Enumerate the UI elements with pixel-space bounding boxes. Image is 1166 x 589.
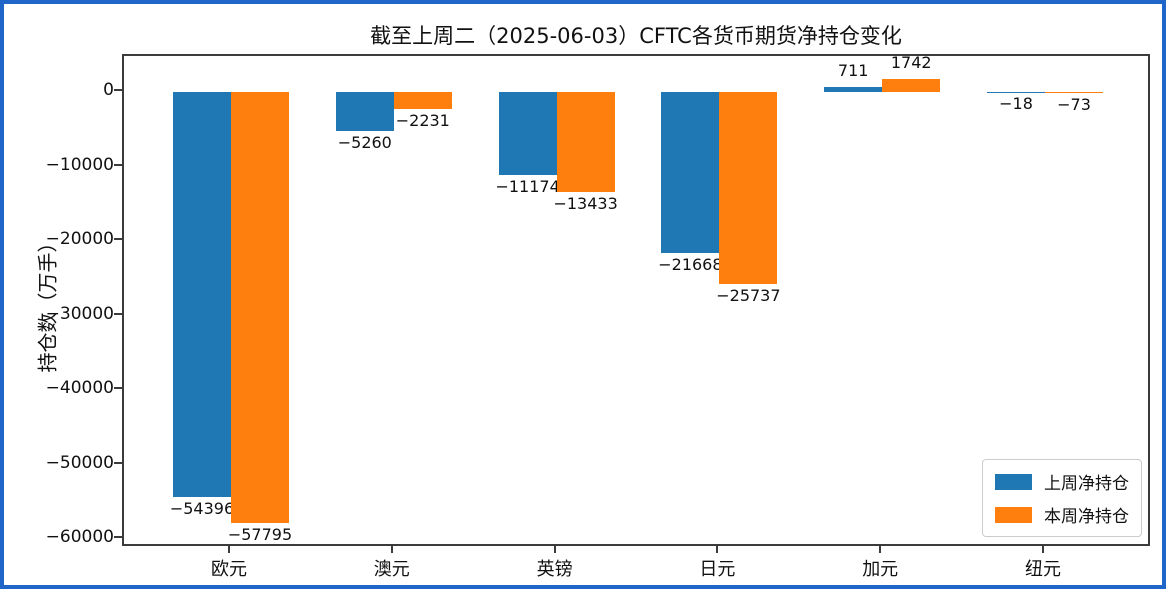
y-tick-mark bbox=[114, 163, 122, 166]
y-tick-mark bbox=[114, 387, 122, 390]
bar-value-label: −73 bbox=[1057, 94, 1091, 114]
bar-value-label: −13433 bbox=[553, 194, 618, 214]
legend-label: 上周净持仓 bbox=[1044, 474, 1129, 494]
y-tick-label: −30000 bbox=[45, 303, 114, 324]
x-tick-mark bbox=[390, 546, 393, 553]
bar-value-label: −18 bbox=[999, 94, 1033, 114]
x-tick-mark bbox=[553, 546, 556, 553]
bar-value-label: −21668 bbox=[658, 255, 723, 275]
legend-swatch-icon bbox=[995, 506, 1032, 523]
x-tick-label-澳元: 澳元 bbox=[373, 559, 410, 580]
y-tick-mark bbox=[114, 536, 122, 539]
bar-value-label: −5260 bbox=[337, 133, 392, 153]
bar-上周净持仓-英镑 bbox=[498, 91, 557, 176]
bar-上周净持仓-加元 bbox=[824, 86, 883, 92]
y-tick-label: −40000 bbox=[45, 378, 114, 399]
y-tick-mark bbox=[114, 88, 122, 91]
plot-area: 上周净持仓本周净持仓 −54396 −5260 −11174 −21668 711 −18… bbox=[122, 53, 1150, 546]
bar-value-label: −11174 bbox=[495, 177, 560, 197]
x-tick-mark bbox=[228, 546, 230, 553]
bar-本周净持仓-加元 bbox=[882, 79, 941, 92]
y-tick-mark bbox=[114, 238, 122, 240]
legend-label: 本周净持仓 bbox=[1044, 507, 1129, 527]
bar-value-label: −54396 bbox=[169, 499, 235, 519]
x-tick-label-加元: 加元 bbox=[862, 559, 899, 580]
y-tick-label: −50000 bbox=[45, 452, 114, 473]
x-tick-mark bbox=[879, 546, 882, 553]
bar-本周净持仓-澳元 bbox=[393, 91, 452, 109]
legend: 上周净持仓本周净持仓 bbox=[982, 459, 1142, 537]
x-tick-label-英镑: 英镑 bbox=[536, 559, 573, 580]
legend-swatch-icon bbox=[995, 473, 1032, 490]
bar-上周净持仓-欧元 bbox=[173, 91, 231, 498]
bar-本周净持仓-英镑 bbox=[556, 91, 615, 193]
bar-本周净持仓-纽元 bbox=[1045, 91, 1103, 93]
legend-item: 上周净持仓 bbox=[995, 469, 1129, 494]
y-tick-mark bbox=[114, 312, 122, 315]
x-tick-mark bbox=[716, 546, 719, 553]
y-tick-label: −60000 bbox=[45, 527, 114, 548]
x-tick-mark bbox=[1042, 546, 1044, 553]
x-tick-label-欧元: 欧元 bbox=[211, 559, 247, 580]
y-tick-label: −10000 bbox=[45, 154, 114, 175]
y-tick-label: 0 bbox=[103, 79, 114, 100]
bar-本周净持仓-日元 bbox=[719, 91, 778, 284]
bar-value-label: 711 bbox=[837, 60, 869, 80]
legend-item: 本周净持仓 bbox=[995, 502, 1129, 527]
bar-value-label: −57795 bbox=[227, 524, 293, 544]
x-tick-label-日元: 日元 bbox=[699, 559, 736, 580]
bar-value-label: 1742 bbox=[890, 53, 932, 73]
bar-本周净持仓-欧元 bbox=[231, 91, 289, 523]
bar-value-label: −2231 bbox=[395, 110, 450, 130]
chart-title: 截至上周二（2025-06-03）CFTC各货币期货净持仓变化 bbox=[370, 24, 902, 48]
y-tick-mark bbox=[114, 461, 122, 464]
bar-value-label: −25737 bbox=[716, 285, 781, 305]
x-tick-label-纽元: 纽元 bbox=[1025, 559, 1061, 580]
bar-上周净持仓-日元 bbox=[661, 91, 720, 254]
bar-上周净持仓-澳元 bbox=[335, 91, 394, 132]
y-tick-label: −20000 bbox=[45, 229, 114, 249]
